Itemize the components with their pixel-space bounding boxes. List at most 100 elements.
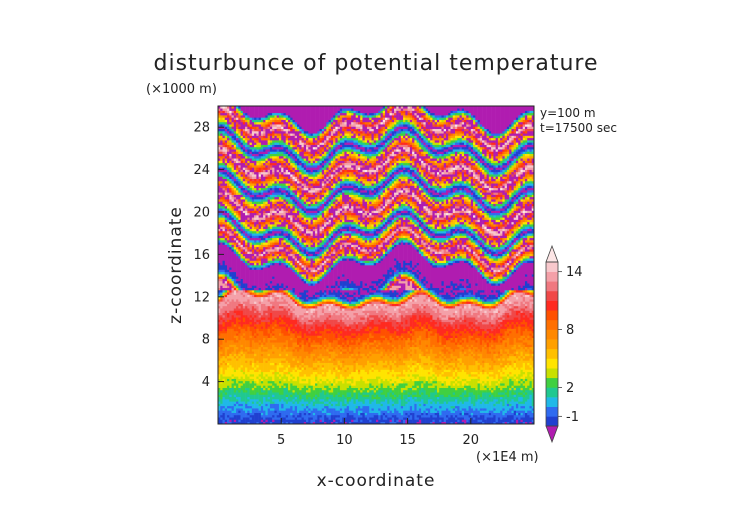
heatmap-cell — [335, 244, 338, 248]
heatmap-cell — [283, 240, 287, 243]
heatmap-cell — [335, 262, 338, 266]
heatmap-cell — [220, 330, 223, 334]
heatmap-cell — [242, 335, 246, 338]
heatmap-cell — [229, 339, 232, 345]
heatmap-cell — [319, 240, 323, 243]
heatmap-cell — [272, 242, 275, 245]
heatmap-cell — [265, 283, 268, 286]
heatmap-cell — [222, 162, 226, 166]
heatmap-cell — [265, 219, 268, 223]
heatmap-cell — [287, 140, 291, 143]
heatmap-cell — [303, 133, 307, 136]
heatmap-cell — [238, 249, 241, 252]
heatmap-cell — [315, 253, 318, 257]
heatmap-cell — [310, 301, 314, 304]
heatmap-cell — [312, 192, 316, 195]
heatmap-cell — [258, 185, 262, 189]
heatmap-cell — [238, 110, 241, 114]
heatmap-cell — [306, 219, 309, 223]
heatmap-cell — [285, 265, 289, 268]
heatmap-cell — [254, 128, 257, 132]
heatmap-cell — [233, 353, 237, 357]
heatmap-cell — [265, 121, 268, 125]
heatmap-cell — [263, 106, 266, 118]
heatmap-cell — [321, 219, 325, 223]
heatmap-cell — [242, 137, 246, 141]
heatmap-cell — [330, 121, 334, 125]
heatmap-cell — [274, 219, 277, 223]
heatmap-cell — [233, 183, 237, 186]
heatmap-cell — [335, 215, 338, 218]
heatmap-cell — [310, 283, 314, 286]
heatmap-cell — [321, 276, 325, 279]
heatmap-cell — [306, 410, 309, 423]
heatmap-cell — [308, 328, 311, 332]
heatmap-cell — [299, 210, 302, 214]
heatmap-cell — [256, 305, 259, 311]
heatmap-cell — [256, 401, 259, 404]
heatmap-cell — [290, 149, 293, 152]
heatmap-cell — [333, 385, 336, 388]
heatmap-cell — [303, 233, 307, 236]
heatmap-cell — [324, 294, 327, 298]
heatmap-cell — [251, 305, 255, 318]
heatmap-cell — [326, 383, 329, 386]
heatmap-cell — [306, 165, 309, 168]
heatmap-cell — [236, 230, 239, 234]
heatmap-cell — [265, 194, 268, 198]
heatmap-cell — [267, 333, 271, 338]
heatmap-cell — [306, 342, 309, 352]
heatmap-cell — [315, 362, 318, 368]
heatmap-cell — [333, 367, 336, 370]
heatmap-cell — [240, 371, 244, 377]
heatmap-cell — [324, 205, 327, 209]
heatmap-cell — [315, 344, 318, 348]
heatmap-cell — [254, 289, 257, 293]
heatmap-cell — [292, 126, 296, 130]
heatmap-cell — [301, 324, 305, 329]
heatmap-cell — [222, 294, 226, 298]
heatmap-cell — [283, 112, 287, 116]
heatmap-cell — [245, 205, 248, 209]
heatmap-cell — [238, 314, 241, 318]
heatmap-cell — [303, 217, 307, 220]
heatmap-cell — [278, 410, 282, 413]
heatmap-cell — [256, 335, 259, 343]
heatmap-cell — [238, 115, 241, 118]
heatmap-cell — [283, 299, 287, 304]
heatmap-cell — [265, 305, 268, 311]
heatmap-cell — [231, 208, 235, 211]
heatmap-cell — [326, 246, 329, 250]
heatmap-cell — [229, 408, 232, 411]
heatmap-cell — [260, 265, 264, 268]
heatmap-cell — [283, 155, 287, 159]
heatmap-cell — [294, 364, 298, 368]
heatmap-cell — [321, 167, 325, 170]
heatmap-cell — [294, 355, 298, 366]
heatmap-cell — [240, 121, 244, 130]
heatmap-cell — [267, 258, 271, 261]
heatmap-cell — [278, 119, 282, 123]
heatmap-cell — [321, 224, 325, 227]
heatmap-cell — [263, 294, 266, 298]
heatmap-cell — [249, 383, 253, 395]
heatmap-cell — [240, 310, 244, 327]
heatmap-cell — [324, 262, 327, 266]
heatmap-cell — [222, 355, 226, 361]
heatmap-cell — [276, 155, 280, 159]
heatmap-cell — [297, 221, 300, 225]
heatmap-cell — [258, 217, 262, 220]
heatmap-cell — [324, 321, 327, 325]
heatmap-cell — [272, 249, 275, 252]
heatmap-cell — [249, 133, 253, 136]
heatmap-cell — [224, 212, 228, 216]
heatmap-cell — [315, 369, 318, 373]
heatmap-cell — [229, 176, 232, 179]
heatmap-cell — [315, 140, 318, 143]
heatmap-cell — [258, 339, 262, 343]
heatmap-cell — [222, 176, 226, 179]
heatmap-cell — [240, 185, 244, 189]
heatmap-cell — [315, 226, 318, 229]
heatmap-cell — [224, 205, 228, 209]
heatmap-cell — [335, 205, 338, 209]
